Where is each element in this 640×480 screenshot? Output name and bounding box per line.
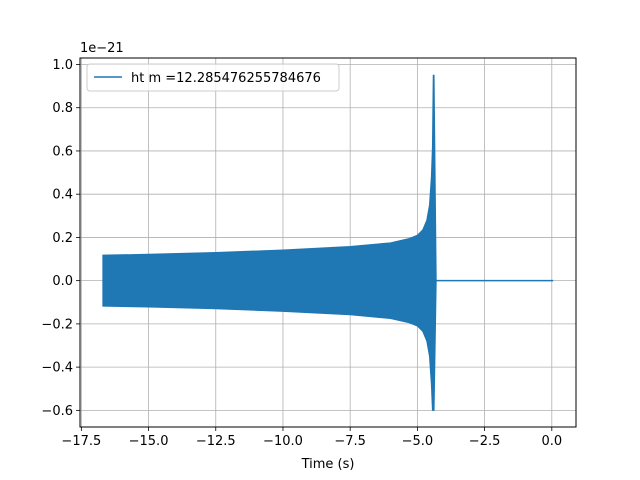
y-tick-label: 0.0 bbox=[52, 274, 73, 289]
y-axis: −0.6 −0.4 −0.2 0.0 0.2 0.4 0.6 0.8 1.0 bbox=[41, 58, 80, 419]
x-tick-label: 0.0 bbox=[541, 434, 562, 449]
y-tick-label: 0.2 bbox=[52, 231, 73, 246]
x-tick-label: −5.0 bbox=[402, 434, 434, 449]
axes-frame bbox=[79, 57, 577, 428]
grid bbox=[80, 58, 576, 427]
x-tick-label: −15.0 bbox=[129, 434, 169, 449]
y-tick-label: −0.2 bbox=[41, 317, 73, 332]
y-tick-label: −0.4 bbox=[41, 361, 73, 376]
x-tick-label: −17.5 bbox=[61, 434, 101, 449]
y-tick-label: 0.4 bbox=[52, 188, 73, 203]
y-tick-label: −0.6 bbox=[41, 404, 73, 419]
x-axis: −17.5 −15.0 −12.5 −10.0 −7.5 −5.0 −2.5 0.0 bbox=[61, 427, 562, 449]
legend: ht m =12.285476255784676 bbox=[86, 63, 340, 92]
x-tick-label: −12.5 bbox=[196, 434, 236, 449]
x-tick-label: −2.5 bbox=[469, 434, 501, 449]
y-tick-label: 0.8 bbox=[52, 101, 73, 116]
legend-box bbox=[86, 63, 340, 92]
series-waveform-fill bbox=[102, 74, 437, 411]
x-tick-label: −10.0 bbox=[263, 434, 303, 449]
plot-area bbox=[102, 74, 554, 411]
legend-label: ht m =12.285476255784676 bbox=[131, 71, 321, 86]
y-offset-label: 1e−21 bbox=[80, 41, 124, 56]
y-tick-label: 1.0 bbox=[52, 58, 73, 73]
y-tick-label: 0.6 bbox=[52, 144, 73, 159]
x-axis-label: Time (s) bbox=[301, 457, 355, 472]
x-tick-label: −7.5 bbox=[334, 434, 366, 449]
